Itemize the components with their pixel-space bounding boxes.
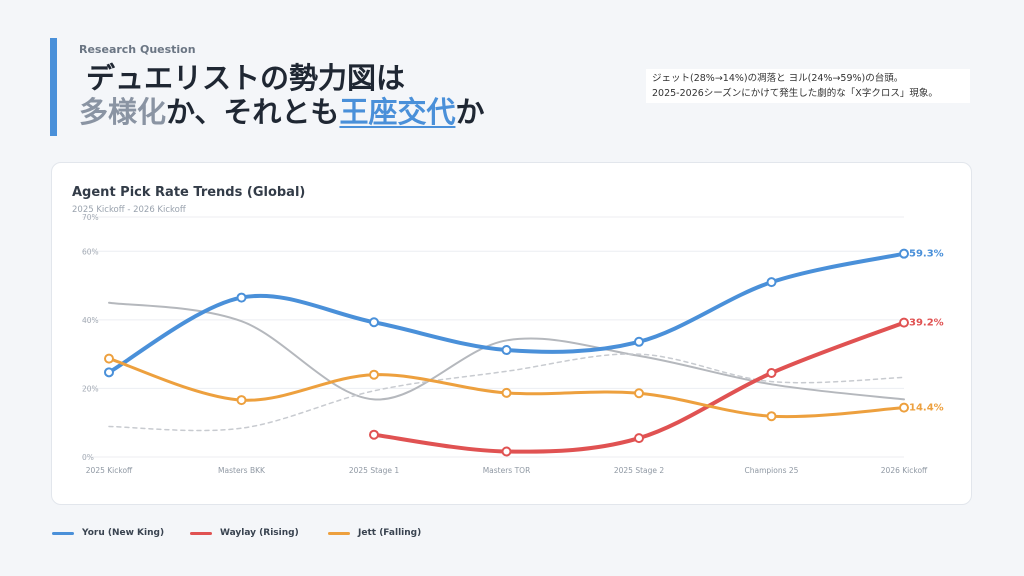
title-diversification: 多様化: [79, 95, 167, 129]
note-line2: 2025-2026シーズンにかけて発生した劇的な「X字クロス」現象。: [652, 88, 938, 99]
legend-item-yoru: Yoru (New King): [52, 526, 164, 540]
legend-swatch-waylay: [190, 531, 212, 535]
data-point: [634, 336, 644, 347]
end-value-label: 39.2%: [909, 318, 944, 329]
y-tick-label: 40%: [82, 316, 99, 325]
title-end: か: [455, 95, 485, 129]
x-tick-label: 2025 Stage 2: [614, 466, 665, 475]
data-point: [899, 402, 909, 413]
page-title-line1: デュエリストの勢力図は: [86, 61, 406, 95]
data-point: [899, 248, 909, 259]
accent-bar: [50, 38, 57, 136]
legend-label-waylay: Waylay (Rising): [220, 528, 299, 538]
y-tick-label: 20%: [82, 384, 99, 393]
data-point: [766, 411, 777, 422]
line-chart: 0% 20% 40% 60% 70% 2025 Kickoff Masters BKK 202…: [82, 213, 944, 475]
x-tick-label: 2025 Stage 1: [349, 466, 400, 475]
data-point: [899, 317, 909, 328]
chart-subtitle: 2025 Kickoff - 2026 Kickoff: [72, 205, 186, 215]
x-tick-label: Champions 25: [745, 466, 799, 475]
chart-card: Agent Pick Rate Trends (Global) 2025 Kic…: [51, 162, 972, 505]
y-tick-label: 70%: [82, 213, 99, 222]
data-point: [634, 388, 644, 399]
note-box: ジェット(28%→14%)の凋落と ヨル(24%→59%)の台頭。 2025-2…: [646, 69, 970, 103]
data-point: [104, 353, 114, 364]
legend-swatch-jett: [328, 531, 350, 535]
end-value-label: 14.4%: [909, 403, 944, 414]
x-tick-label: 2025 Kickoff: [86, 466, 133, 475]
page-title-line2: 多様化か、それとも王座交代か: [79, 94, 484, 130]
eyebrow-label: Research Question: [79, 43, 196, 56]
data-point: [501, 446, 512, 457]
data-point: [369, 317, 379, 328]
data-point: [766, 368, 777, 378]
data-point: [634, 433, 644, 444]
data-point: [369, 429, 379, 440]
chart-title: Agent Pick Rate Trends (Global): [72, 185, 306, 200]
data-point: [236, 395, 247, 406]
legend-label-yoru: Yoru (New King): [82, 528, 165, 538]
x-tick-label: Masters TOR: [483, 466, 531, 475]
legend-item-jett: Jett (Falling): [328, 526, 421, 540]
data-point: [501, 387, 512, 398]
title-throne-change: 王座交代: [339, 95, 456, 129]
x-tick-label: Masters BKK: [218, 466, 266, 475]
data-point: [766, 277, 777, 288]
data-point: [501, 345, 512, 356]
y-tick-label: 60%: [82, 247, 99, 256]
x-tick-label: 2026 Kickoff: [881, 466, 928, 475]
end-value-label: 59.3%: [909, 249, 944, 260]
title-connector: か、それとも: [166, 95, 340, 129]
note-line1: ジェット(28%→14%)の凋落と ヨル(24%→59%)の台頭。: [652, 73, 904, 84]
data-point: [104, 367, 114, 378]
data-point: [236, 292, 247, 303]
data-point: [369, 369, 379, 380]
legend-label-jett: Jett (Falling): [358, 528, 422, 538]
legend-item-waylay: Waylay (Rising): [190, 526, 299, 540]
legend-swatch-yoru: [52, 531, 74, 535]
series-line: [108, 301, 905, 401]
y-tick-label: 0%: [82, 453, 94, 462]
series-line: [108, 353, 905, 432]
